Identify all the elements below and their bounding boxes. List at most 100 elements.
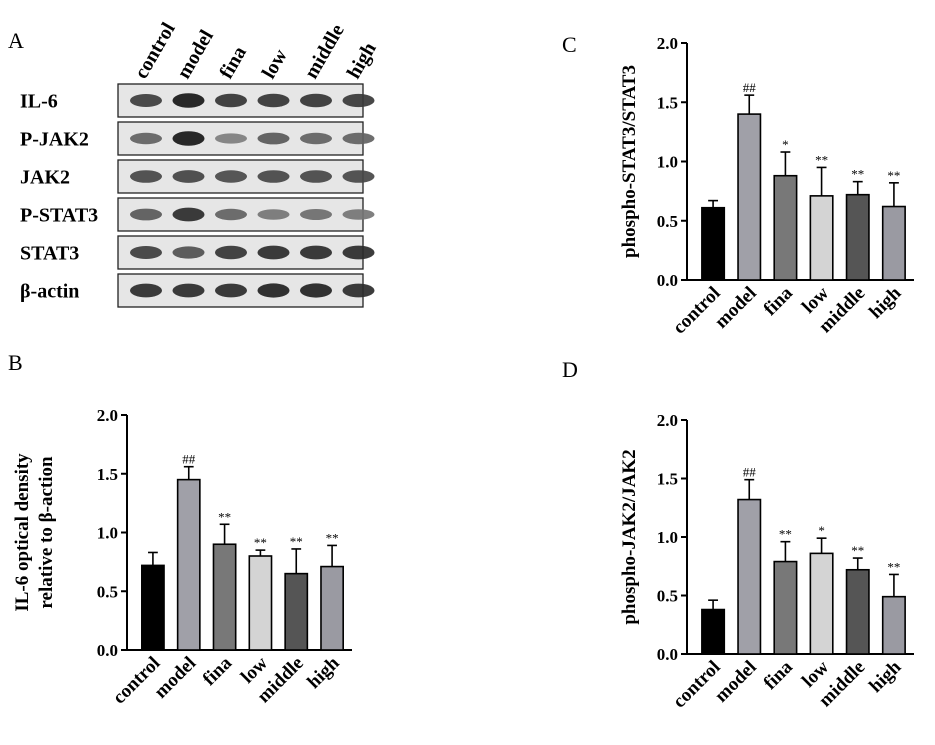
category-label-model: model bbox=[711, 657, 761, 707]
blot-band bbox=[172, 131, 205, 146]
category-label-fina: fina bbox=[760, 282, 798, 320]
bar-fina bbox=[212, 543, 237, 651]
significance-label: ## bbox=[182, 452, 196, 467]
y-tick-label: 1.0 bbox=[97, 524, 118, 543]
blot-band bbox=[257, 170, 290, 183]
protein-label: P-STAT3 bbox=[20, 205, 98, 227]
blot-band bbox=[215, 283, 247, 298]
y-tick-label: 2.0 bbox=[97, 406, 118, 425]
category-label-fina: fina bbox=[199, 652, 237, 690]
significance-label: ** bbox=[851, 167, 864, 182]
blot-band bbox=[257, 93, 290, 108]
y-tick-label: 1.0 bbox=[657, 153, 678, 172]
significance-label: ** bbox=[254, 535, 267, 550]
blot-band bbox=[172, 170, 205, 183]
blot-band bbox=[130, 246, 162, 259]
blot-band bbox=[300, 283, 332, 298]
significance-label: ** bbox=[326, 530, 339, 545]
bar-model bbox=[176, 478, 201, 651]
category-label-fina: fina bbox=[760, 656, 798, 694]
bar-middle bbox=[284, 572, 309, 651]
category-label-control: control bbox=[669, 283, 725, 339]
y-tick-label: 2.0 bbox=[657, 411, 678, 430]
blot-band bbox=[342, 93, 375, 108]
blot-band bbox=[215, 93, 247, 108]
blot-band bbox=[130, 132, 162, 145]
y-axis-title: phospho-STAT3/STAT3 bbox=[619, 65, 640, 258]
bar-control bbox=[141, 564, 165, 651]
chart-c: 0.0 0.5 1.0 1.5 2.0 phospho-STAT3/STAT3 contro… bbox=[619, 34, 914, 338]
bar-low bbox=[248, 555, 273, 651]
chart-b: 0.0 0.5 1.0 1.5 2.0 IL-6 optical density relat… bbox=[12, 406, 352, 708]
blot-band bbox=[300, 209, 332, 220]
bar-low bbox=[809, 552, 834, 655]
blot-band bbox=[342, 170, 375, 183]
blot-band bbox=[215, 133, 247, 144]
blot-band bbox=[215, 208, 247, 221]
category-label-high: high bbox=[303, 652, 344, 693]
blot-band bbox=[257, 132, 290, 145]
lane-label-middle: middle bbox=[300, 20, 349, 82]
significance-label: ** bbox=[779, 527, 792, 542]
bar-low bbox=[809, 195, 834, 281]
significance-label: ** bbox=[218, 509, 231, 524]
blot-band bbox=[257, 245, 290, 260]
category-label-high: high bbox=[865, 656, 906, 697]
panel-letter-d: D bbox=[562, 357, 578, 382]
blot-band bbox=[172, 246, 205, 259]
blot-band bbox=[215, 170, 247, 183]
blot-band bbox=[342, 132, 375, 145]
y-tick-label: 0.0 bbox=[97, 641, 118, 660]
significance-label: ** bbox=[887, 168, 900, 183]
y-tick-label: 1.5 bbox=[97, 465, 118, 484]
lane-label-fina: fina bbox=[215, 43, 251, 83]
category-label-control: control bbox=[669, 657, 725, 713]
bar-model bbox=[737, 113, 762, 281]
protein-label: STAT3 bbox=[20, 243, 79, 265]
significance-label: * bbox=[782, 137, 789, 152]
bar-fina bbox=[773, 174, 798, 281]
blot-band bbox=[257, 209, 290, 220]
blot-band bbox=[300, 132, 332, 145]
blot-band bbox=[300, 170, 332, 183]
lane-label-high: high bbox=[343, 39, 381, 83]
y-tick-label: 0.5 bbox=[657, 212, 678, 231]
y-tick-label: 2.0 bbox=[657, 34, 678, 53]
protein-label: JAK2 bbox=[20, 167, 70, 189]
y-axis-title: relative to β-action bbox=[36, 456, 57, 609]
blot-band bbox=[172, 283, 205, 298]
category-label-control: control bbox=[109, 653, 165, 709]
lane-label-low: low bbox=[258, 45, 292, 82]
lane-label-control: control bbox=[130, 19, 180, 83]
category-label-model: model bbox=[711, 283, 761, 333]
bar-control bbox=[701, 206, 726, 281]
significance-label: * bbox=[818, 523, 825, 538]
protein-label: P-JAK2 bbox=[20, 129, 89, 151]
significance-label: ** bbox=[290, 534, 303, 549]
significance-label: ** bbox=[851, 543, 864, 558]
blot-band bbox=[172, 93, 205, 108]
y-axis-title: IL-6 optical density bbox=[12, 453, 33, 612]
blot-band bbox=[130, 283, 162, 298]
significance-label: ## bbox=[743, 465, 757, 480]
y-tick-label: 0.5 bbox=[97, 582, 118, 601]
lane-label-model: model bbox=[173, 26, 218, 83]
chart-d: 0.0 0.5 1.0 1.5 2.0 phospho-JAK2/JAK2 control #… bbox=[619, 411, 914, 712]
bar-high bbox=[881, 205, 906, 281]
panel-letter-b: B bbox=[8, 350, 23, 375]
y-tick-label: 0.5 bbox=[657, 587, 678, 606]
y-tick-label: 1.5 bbox=[657, 470, 678, 489]
protein-label: β-actin bbox=[20, 281, 79, 303]
bar-high bbox=[881, 595, 906, 655]
bar-middle bbox=[845, 193, 870, 281]
blot-band bbox=[342, 209, 375, 220]
blot-band bbox=[130, 208, 162, 221]
blot-band bbox=[215, 245, 247, 260]
blot-band bbox=[342, 283, 375, 298]
y-tick-label: 1.5 bbox=[657, 93, 678, 112]
bar-middle bbox=[845, 568, 870, 655]
y-tick-label: 0.0 bbox=[657, 645, 678, 664]
blot-band bbox=[342, 245, 375, 260]
